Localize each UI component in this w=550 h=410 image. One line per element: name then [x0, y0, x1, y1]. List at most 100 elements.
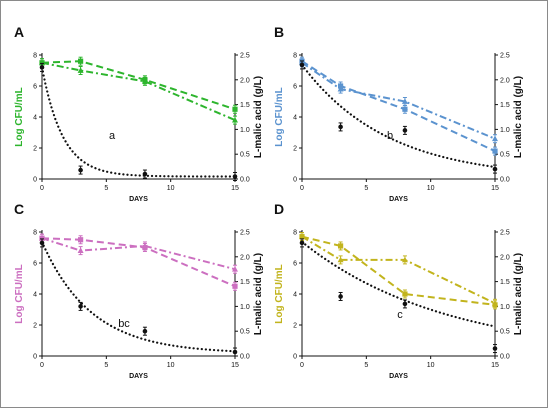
x-tick-label: 0 [300, 362, 304, 369]
y-tick-label: 4 [33, 115, 37, 122]
x-tick-label: 15 [231, 362, 239, 369]
y-right-axis-title: L-malic acid (g/L) [253, 76, 264, 158]
x-axis-title: DAYS [389, 373, 408, 380]
y-right-tick-label: 1.0 [500, 127, 510, 134]
y-right-tick-label: 0.5 [240, 152, 250, 159]
data-point-triangle [77, 67, 84, 73]
y-right-tick-label: 1.5 [240, 102, 250, 109]
y-tick-label: 0 [33, 354, 37, 361]
series-line [41, 61, 236, 122]
y-axis-title: Log CFU/mL [274, 87, 285, 146]
chart-panel-b: B 0 5 10 15 0 2 4 6 8 0.0 0.5 1.0 1.5 2.0 2.5 DAYS Log CF… [274, 24, 524, 203]
y-tick-label: 2 [293, 323, 297, 330]
y-right-tick-label: 0.0 [500, 354, 510, 361]
x-tick-label: 15 [231, 185, 239, 192]
y-tick-label: 2 [33, 146, 37, 153]
chart-panel-a: A 0 5 10 15 0 2 4 6 8 0.0 0.5 1.0 1.5 2.0 2.5 DAYS Log CF… [14, 24, 264, 203]
x-tick-label: 0 [300, 185, 304, 192]
x-axis-title: DAYS [129, 373, 148, 380]
data-point-triangle [337, 256, 344, 263]
x-tick-label: 5 [104, 185, 108, 192]
fit-curve [300, 63, 497, 169]
x-tick-label: 5 [364, 362, 368, 369]
y-right-tick-label: 2.5 [500, 53, 510, 60]
fit-curve [40, 66, 237, 178]
y-tick-label: 0 [293, 177, 297, 184]
annotation-label: bc [118, 318, 130, 330]
data-point-circle [232, 174, 238, 179]
y-tick-label: 6 [293, 261, 297, 268]
y-tick-label: 2 [293, 146, 297, 153]
data-point-square [338, 243, 344, 249]
series-line [41, 60, 236, 111]
data-point-square [402, 291, 408, 297]
y-right-axis-title: L-malic acid (g/L) [513, 76, 524, 158]
x-tick-label: 10 [427, 185, 435, 192]
x-tick-label: 5 [364, 185, 368, 192]
y-right-tick-label: 1.0 [240, 304, 250, 311]
y-right-tick-label: 2.5 [500, 230, 510, 237]
data-point-triangle [337, 85, 344, 92]
data-point-triangle [299, 233, 305, 240]
data-point-circle [142, 171, 148, 177]
data-point-circle [78, 167, 83, 173]
y-tick-label: 0 [293, 354, 297, 361]
data-point-square [78, 237, 84, 243]
x-tick-label: 15 [491, 185, 499, 192]
fit-curve [40, 240, 237, 353]
data-point-triangle [401, 256, 408, 263]
data-point-circle [78, 304, 83, 309]
x-tick-label: 15 [491, 362, 499, 369]
y-right-tick-label: 0.0 [240, 354, 250, 361]
y-right-tick-label: 1.5 [240, 279, 250, 286]
data-point-square [402, 106, 408, 112]
series-line [301, 235, 496, 306]
y-right-tick-label: 2.0 [500, 77, 510, 84]
y-tick-label: 4 [293, 292, 297, 299]
data-point-circle [142, 328, 148, 334]
x-tick-label: 5 [104, 362, 108, 369]
y-right-tick-label: 1.5 [500, 102, 510, 109]
y-tick-label: 4 [293, 115, 297, 122]
data-point-circle [402, 301, 408, 307]
x-tick-label: 10 [167, 185, 175, 192]
y-tick-label: 8 [33, 53, 37, 60]
y-tick-label: 0 [33, 177, 37, 184]
annotation-label: c [397, 309, 403, 321]
x-axis-title: DAYS [129, 196, 148, 203]
y-tick-label: 6 [33, 261, 37, 268]
series-line [301, 60, 496, 153]
data-point-triangle [77, 247, 84, 253]
x-tick-label: 10 [167, 362, 175, 369]
y-axis-title: Log CFU/mL [274, 264, 285, 323]
panel-letter: B [274, 24, 284, 40]
data-point-circle [39, 65, 45, 70]
series-line [301, 235, 496, 305]
y-right-tick-label: 2.0 [240, 77, 250, 84]
series-line [41, 237, 236, 271]
y-tick-label: 8 [33, 230, 37, 237]
data-point-circle [338, 124, 343, 130]
y-right-tick-label: 0.0 [500, 177, 510, 184]
y-axis-title: Log CFU/mL [14, 264, 25, 323]
y-right-tick-label: 2.0 [500, 254, 510, 261]
data-point-circle [39, 240, 45, 246]
panel-letter: C [14, 201, 24, 217]
data-point-circle [299, 240, 305, 246]
data-point-circle [232, 349, 238, 355]
y-tick-label: 2 [33, 323, 37, 330]
data-point-circle [402, 128, 408, 133]
y-right-tick-label: 0.5 [500, 329, 510, 336]
data-point-square [78, 58, 84, 64]
series-line [41, 237, 236, 288]
data-point-triangle [401, 98, 408, 104]
y-tick-label: 8 [293, 53, 297, 60]
y-tick-label: 8 [293, 230, 297, 237]
y-tick-label: 6 [293, 84, 297, 91]
x-tick-label: 0 [40, 185, 44, 192]
data-point-circle [492, 346, 498, 351]
series-line [301, 61, 496, 140]
y-right-axis-title: L-malic acid (g/L) [253, 253, 264, 335]
